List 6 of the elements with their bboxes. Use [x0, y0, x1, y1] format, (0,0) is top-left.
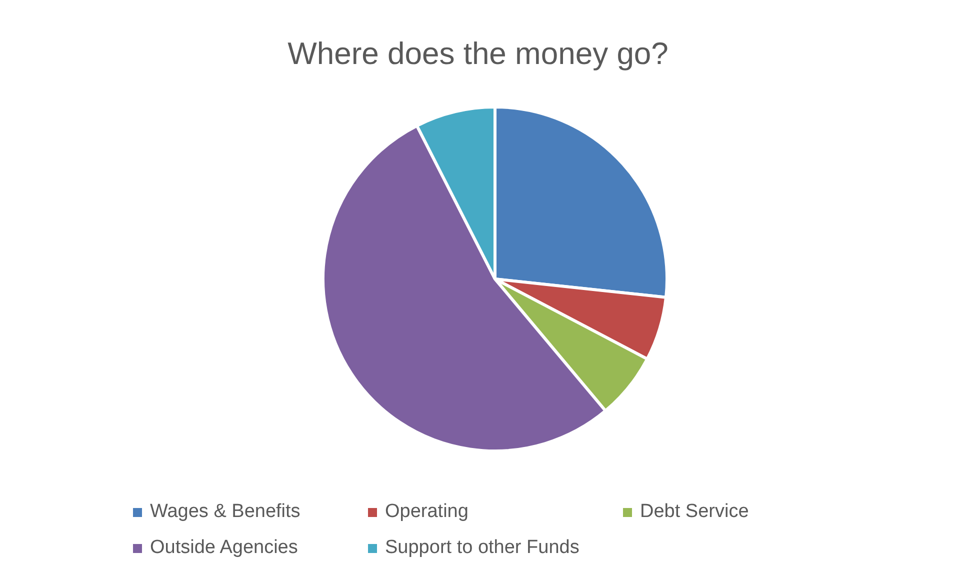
legend-label: Support to other Funds [385, 537, 580, 559]
legend-label: Wages & Benefits [150, 501, 300, 523]
legend-label: Operating [385, 501, 468, 523]
legend-label: Outside Agencies [150, 537, 298, 559]
chart-title: Where does the money go? [286, 36, 670, 72]
legend-label: Debt Service [640, 501, 749, 523]
